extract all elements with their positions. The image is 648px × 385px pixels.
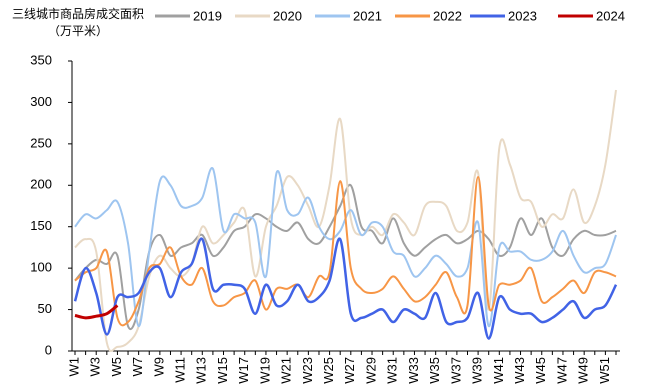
line-series bbox=[74, 304, 119, 320]
legend-label: 2019 bbox=[193, 8, 222, 23]
line-series bbox=[74, 167, 617, 328]
x-tick-label: W13 bbox=[194, 357, 209, 384]
x-tick-label: W47 bbox=[554, 357, 569, 384]
legend-label: 2021 bbox=[353, 8, 382, 23]
legend-label: 2024 bbox=[596, 8, 625, 23]
x-tick-label: W39 bbox=[470, 357, 485, 384]
y-tick-label: 200 bbox=[30, 177, 52, 192]
x-tick-label: W7 bbox=[130, 357, 145, 377]
line-series bbox=[74, 89, 617, 353]
y-tick-label: 300 bbox=[30, 94, 52, 109]
x-tick-label: W27 bbox=[342, 357, 357, 384]
y-tick-label: 250 bbox=[30, 135, 52, 150]
x-tick-label: W51 bbox=[597, 357, 612, 384]
legend-label: 2020 bbox=[273, 8, 302, 23]
y-tick-label: 350 bbox=[30, 52, 52, 67]
x-tick-label: W9 bbox=[151, 357, 166, 377]
x-tick-label: W23 bbox=[300, 357, 315, 384]
y-tick-label: 0 bbox=[45, 342, 52, 357]
x-tick-label: W37 bbox=[448, 357, 463, 384]
legend-label: 2023 bbox=[508, 8, 537, 23]
line-series bbox=[73, 237, 618, 340]
x-tick-label: W43 bbox=[512, 357, 527, 384]
x-tick-label: W17 bbox=[236, 357, 251, 384]
x-tick-label: W25 bbox=[321, 357, 336, 384]
x-tick-label: W19 bbox=[257, 357, 272, 384]
x-tick-label: W15 bbox=[215, 357, 230, 384]
x-tick-label: W3 bbox=[88, 357, 103, 377]
x-tick-label: W5 bbox=[109, 357, 124, 377]
x-tick-label: W29 bbox=[363, 357, 378, 384]
y-tick-label: 100 bbox=[30, 260, 52, 275]
x-tick-label: W41 bbox=[491, 357, 506, 384]
chart-title: 三线城市商品房成交面积（万平米） bbox=[12, 7, 145, 38]
x-tick-label: W11 bbox=[173, 357, 188, 383]
x-tick-label: W31 bbox=[385, 357, 400, 384]
x-tick-label: W33 bbox=[406, 357, 421, 384]
x-tick-label: W1 bbox=[66, 357, 81, 377]
x-tick-label: W49 bbox=[576, 357, 591, 384]
legend-label: 2022 bbox=[433, 8, 462, 23]
y-tick-label: 150 bbox=[30, 218, 52, 233]
x-tick-label: W35 bbox=[427, 357, 442, 384]
x-tick-label: W21 bbox=[279, 357, 294, 384]
x-tick-label: W45 bbox=[533, 357, 548, 384]
line-series bbox=[74, 183, 617, 331]
line-series bbox=[74, 176, 617, 327]
y-tick-label: 50 bbox=[38, 301, 52, 316]
